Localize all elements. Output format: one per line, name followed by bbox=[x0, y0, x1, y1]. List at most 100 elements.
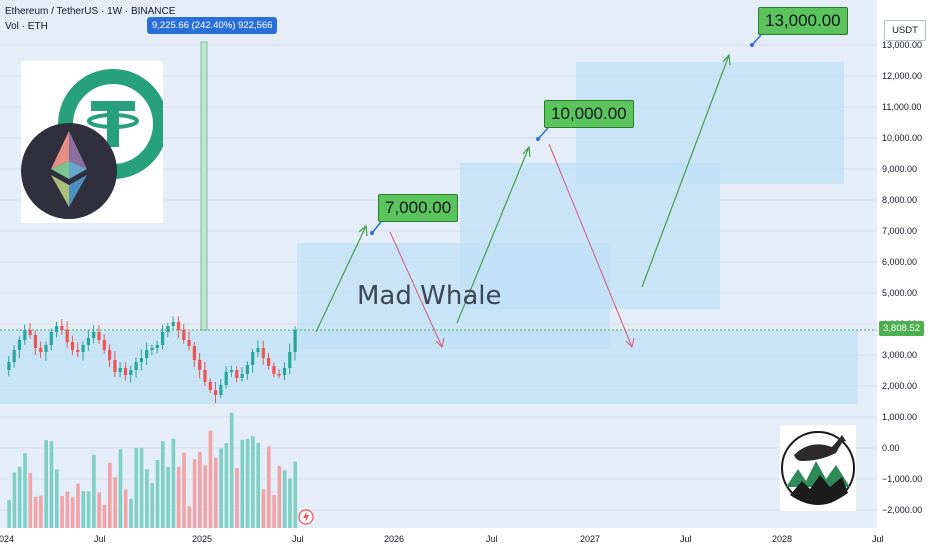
volume-bar bbox=[86, 491, 91, 528]
volume-bar bbox=[55, 469, 59, 528]
price-tick-label: 8,000.00 bbox=[882, 195, 918, 205]
projection-arrows bbox=[315, 53, 731, 348]
volume-bar bbox=[176, 466, 181, 528]
volume-bar bbox=[92, 454, 96, 528]
candle-body bbox=[70, 342, 75, 350]
candle-body bbox=[145, 350, 149, 358]
measure-bar bbox=[200, 41, 208, 331]
candle-body bbox=[65, 330, 69, 342]
price-tick-label: −2,000.00 bbox=[882, 505, 923, 515]
price-tick-label: 9,000.00 bbox=[882, 164, 918, 174]
price-tick-label: 0.00 bbox=[882, 443, 900, 453]
volume-bar bbox=[7, 499, 11, 528]
volume-bar bbox=[49, 441, 54, 528]
time-tick-label: 2028 bbox=[772, 534, 793, 544]
volume-bar bbox=[219, 448, 223, 528]
volume-bar bbox=[229, 412, 234, 528]
symbol-title[interactable]: Ethereum / TetherUS · 1W · BINANCE bbox=[5, 6, 176, 17]
volume-bar bbox=[288, 478, 292, 528]
candle-body bbox=[171, 322, 175, 326]
time-tick-label: Jul bbox=[292, 534, 304, 544]
time-tick-label: 2024 bbox=[0, 534, 15, 544]
candle-body bbox=[139, 358, 143, 362]
candle-body bbox=[166, 326, 170, 332]
volume-bar bbox=[267, 446, 271, 528]
candle-body bbox=[102, 340, 106, 350]
volume-bar bbox=[39, 495, 43, 528]
price-tick-label: 3,000.00 bbox=[882, 350, 918, 360]
volume-bar bbox=[214, 457, 218, 528]
volume-bar bbox=[17, 466, 22, 528]
candle-body bbox=[256, 348, 260, 352]
volume-bar bbox=[261, 489, 266, 528]
down-arrow-2 bbox=[548, 143, 633, 348]
candle-body bbox=[251, 352, 255, 365]
price-tick-label: −1,000.00 bbox=[882, 474, 923, 484]
price-axis[interactable] bbox=[877, 0, 932, 550]
volume-bar bbox=[171, 438, 176, 528]
volume-bar bbox=[81, 491, 86, 528]
candle-body bbox=[293, 330, 297, 352]
price-tick-label: 7,000.00 bbox=[882, 226, 918, 236]
candle-body bbox=[240, 374, 244, 378]
volume-bar bbox=[28, 473, 33, 528]
candle-body bbox=[161, 332, 165, 345]
candle-body bbox=[44, 345, 48, 352]
flash-icon bbox=[298, 509, 314, 525]
volume-bar bbox=[123, 489, 128, 528]
candle-body bbox=[198, 360, 202, 370]
volume-bar bbox=[44, 440, 48, 528]
candle-body bbox=[208, 382, 212, 390]
candle-body bbox=[81, 345, 85, 352]
volume-bar bbox=[166, 466, 170, 528]
candle-body bbox=[288, 352, 292, 368]
candle-body bbox=[261, 348, 265, 358]
ethereum-logo-icon bbox=[21, 123, 117, 219]
candle-body bbox=[187, 340, 191, 346]
candle-body bbox=[176, 322, 181, 330]
up-arrow-3 bbox=[641, 54, 730, 288]
volume-bar bbox=[240, 439, 245, 528]
volume-bars bbox=[7, 412, 298, 528]
volume-bar bbox=[182, 452, 186, 528]
candle-body bbox=[192, 346, 196, 360]
candle-body bbox=[182, 330, 186, 340]
target-label-2[interactable]: 10,000.00 bbox=[544, 100, 634, 128]
time-axis[interactable] bbox=[0, 528, 932, 550]
candle-body bbox=[60, 326, 64, 330]
candle-body bbox=[39, 348, 43, 352]
target-label-3[interactable]: 13,000.00 bbox=[758, 7, 848, 35]
volume-bar bbox=[208, 430, 213, 528]
whale-logo-icon bbox=[781, 431, 855, 505]
volume-bar bbox=[129, 498, 133, 528]
candle-body bbox=[17, 340, 22, 350]
volume-bar bbox=[108, 462, 112, 528]
candle-body bbox=[282, 368, 287, 375]
candle-body bbox=[7, 362, 11, 370]
volume-bar bbox=[256, 442, 260, 528]
volume-bar bbox=[118, 449, 123, 528]
candle-body bbox=[245, 365, 249, 374]
price-tick-label: 13,000.00 bbox=[882, 40, 923, 50]
time-tick-label: 2025 bbox=[192, 534, 213, 544]
price-tick-label: 1,000.00 bbox=[882, 412, 918, 422]
candle-body bbox=[224, 372, 228, 385]
volume-bar bbox=[272, 494, 276, 528]
candle-body bbox=[12, 350, 16, 362]
time-tick-label: Jul bbox=[872, 534, 884, 544]
volume-bar bbox=[187, 506, 192, 528]
time-tick-label: Jul bbox=[680, 534, 692, 544]
projection-zones bbox=[0, 62, 858, 404]
candle-body bbox=[33, 335, 37, 348]
volume-bar bbox=[224, 443, 229, 528]
volume-bar bbox=[161, 441, 165, 528]
candle-body bbox=[203, 370, 207, 382]
target-label-1[interactable]: 7,000.00 bbox=[378, 194, 459, 222]
currency-button[interactable]: USDT bbox=[884, 20, 926, 41]
volume-bar bbox=[245, 438, 250, 528]
price-tick-label: 10,000.00 bbox=[882, 133, 923, 143]
volume-bar bbox=[76, 483, 80, 528]
volume-bar bbox=[203, 465, 207, 528]
